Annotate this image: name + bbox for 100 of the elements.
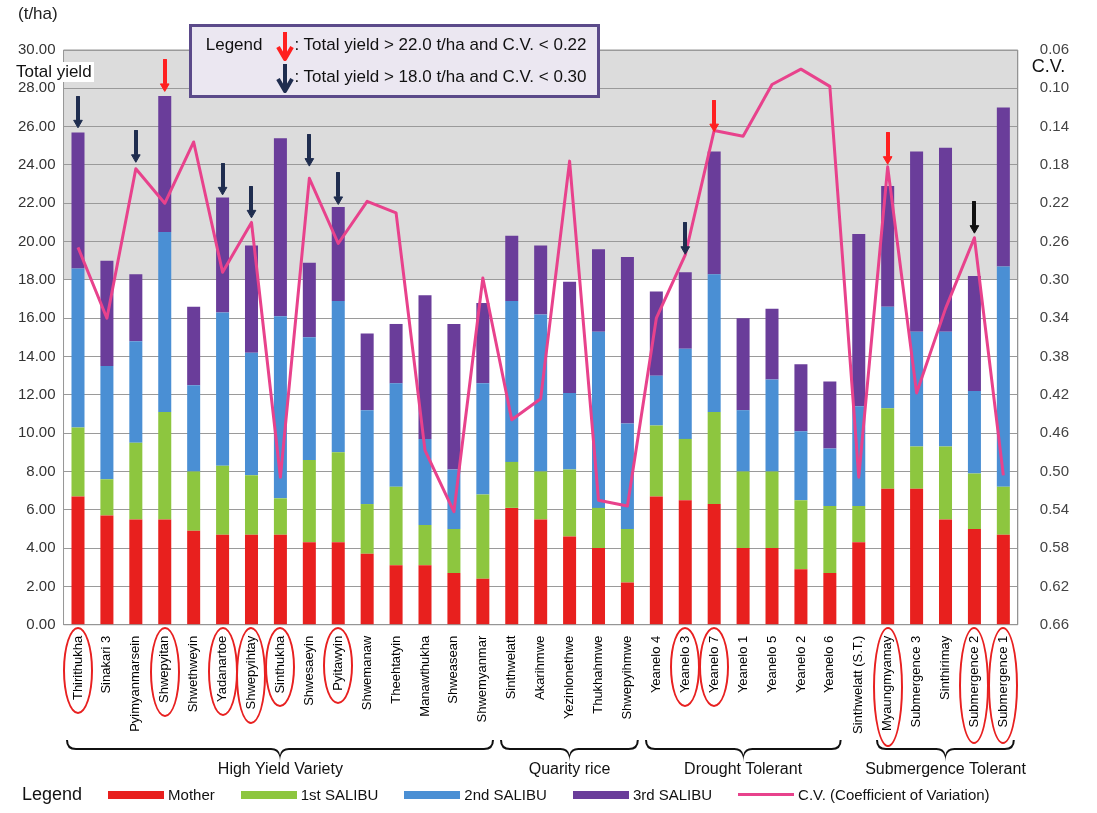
bar xyxy=(823,448,837,506)
legend-label: 3rd SALIBU xyxy=(632,786,713,803)
y2-tick-label: 0.46 xyxy=(1039,423,1070,441)
bar xyxy=(389,486,403,566)
bar xyxy=(187,385,201,472)
bar xyxy=(939,519,953,625)
y-tick-label: 22.00 xyxy=(17,193,56,211)
bar xyxy=(967,276,981,392)
bar xyxy=(158,95,172,232)
bar xyxy=(187,306,201,386)
bar xyxy=(910,488,924,625)
x-tick-label: Sinthukha xyxy=(271,634,287,694)
bar xyxy=(620,528,634,583)
bar xyxy=(678,438,692,501)
bar xyxy=(476,578,490,625)
x-tick-label: Yeanelo 6 xyxy=(821,635,837,694)
bar xyxy=(216,534,230,625)
bar xyxy=(996,266,1010,487)
bar xyxy=(389,323,403,384)
bar xyxy=(331,300,345,453)
y-tick-label: 14.00 xyxy=(17,346,56,364)
bar xyxy=(302,337,316,460)
bar xyxy=(939,446,953,520)
bar xyxy=(534,471,548,520)
bar xyxy=(360,504,374,554)
bar xyxy=(71,132,85,269)
x-tick-label: Yeanelo 3 xyxy=(676,635,692,694)
bar xyxy=(187,530,201,625)
bar xyxy=(823,573,837,625)
bar xyxy=(129,274,143,342)
bar xyxy=(505,300,519,462)
bar xyxy=(476,383,490,495)
x-tick-label: Manawthukha xyxy=(416,634,432,717)
y2-tick-label: 0.26 xyxy=(1039,231,1070,249)
text: High Yield Variety xyxy=(217,760,343,778)
y-tick-label: 4.00 xyxy=(26,538,56,556)
y-tick-label: 18.00 xyxy=(17,270,56,288)
y-tick-label: 8.00 xyxy=(26,461,56,479)
bar xyxy=(678,348,692,439)
bar xyxy=(707,274,721,413)
bar xyxy=(939,331,953,447)
bar xyxy=(100,479,114,516)
bar xyxy=(360,553,374,625)
bar xyxy=(273,498,287,535)
legend-label: C.V. (Coefficient of Variation) xyxy=(798,786,990,803)
y2-axis-title: C.V. xyxy=(1031,56,1066,77)
bar xyxy=(158,412,172,520)
bar xyxy=(881,306,895,409)
x-tick-label: Sinthirimay xyxy=(937,635,953,701)
bar xyxy=(244,245,259,353)
x-tick-label: Shwepyihtay xyxy=(243,635,259,710)
bar xyxy=(563,536,577,625)
y2-tick-label: 0.58 xyxy=(1039,538,1070,556)
bar xyxy=(852,542,866,625)
bar xyxy=(71,496,85,625)
bar xyxy=(331,207,345,301)
bar xyxy=(447,573,461,625)
bar xyxy=(967,391,981,474)
bar xyxy=(823,505,837,574)
bar xyxy=(794,431,808,501)
legend-title: Legend xyxy=(205,35,263,55)
bar xyxy=(996,107,1010,267)
y-tick-label: 6.00 xyxy=(26,499,56,517)
bar xyxy=(129,442,143,520)
bar xyxy=(592,548,606,625)
x-tick-label: Pyitawyin xyxy=(329,635,345,691)
bar xyxy=(273,534,287,625)
bar xyxy=(736,548,750,625)
bar xyxy=(649,496,663,625)
y2-tick-label: 0.06 xyxy=(1039,40,1070,58)
bar xyxy=(765,308,779,380)
y2-tick-label: 0.14 xyxy=(1039,116,1070,134)
bar xyxy=(563,392,577,470)
bar xyxy=(244,534,259,625)
x-tick-label: Sinthwelatt xyxy=(503,635,519,700)
bar xyxy=(852,505,866,543)
y2-tick-label: 0.34 xyxy=(1039,308,1070,326)
x-tick-label: Shwemanaw xyxy=(358,635,374,711)
bar xyxy=(592,249,606,332)
bar xyxy=(418,295,432,439)
bar xyxy=(216,465,230,535)
x-tick-label: Pyimyanmarsein xyxy=(127,635,143,732)
annotation: : Total yield > 22.0 t/ha and C.V. < 0.22 xyxy=(294,35,587,54)
bar xyxy=(476,494,490,579)
bar xyxy=(765,548,779,625)
x-tick-label: Shwepyitan xyxy=(156,635,172,703)
bar xyxy=(794,500,808,570)
y-tick-label: 2.00 xyxy=(26,576,56,594)
bar xyxy=(620,256,634,424)
annotation: Total yield xyxy=(14,62,94,82)
y-tick-label: 30.00 xyxy=(17,40,56,58)
bar xyxy=(967,473,981,529)
x-tick-label: Thirithukha xyxy=(69,634,85,701)
bar xyxy=(649,375,663,426)
bar xyxy=(910,151,924,332)
bar xyxy=(244,475,259,535)
annotation: : Total yield > 18.0 t/ha and C.V. < 0.30 xyxy=(294,67,587,86)
bar xyxy=(534,245,548,315)
text: Drought Tolerant xyxy=(684,760,803,778)
x-tick-label: Shwepyihmwe xyxy=(619,635,634,720)
